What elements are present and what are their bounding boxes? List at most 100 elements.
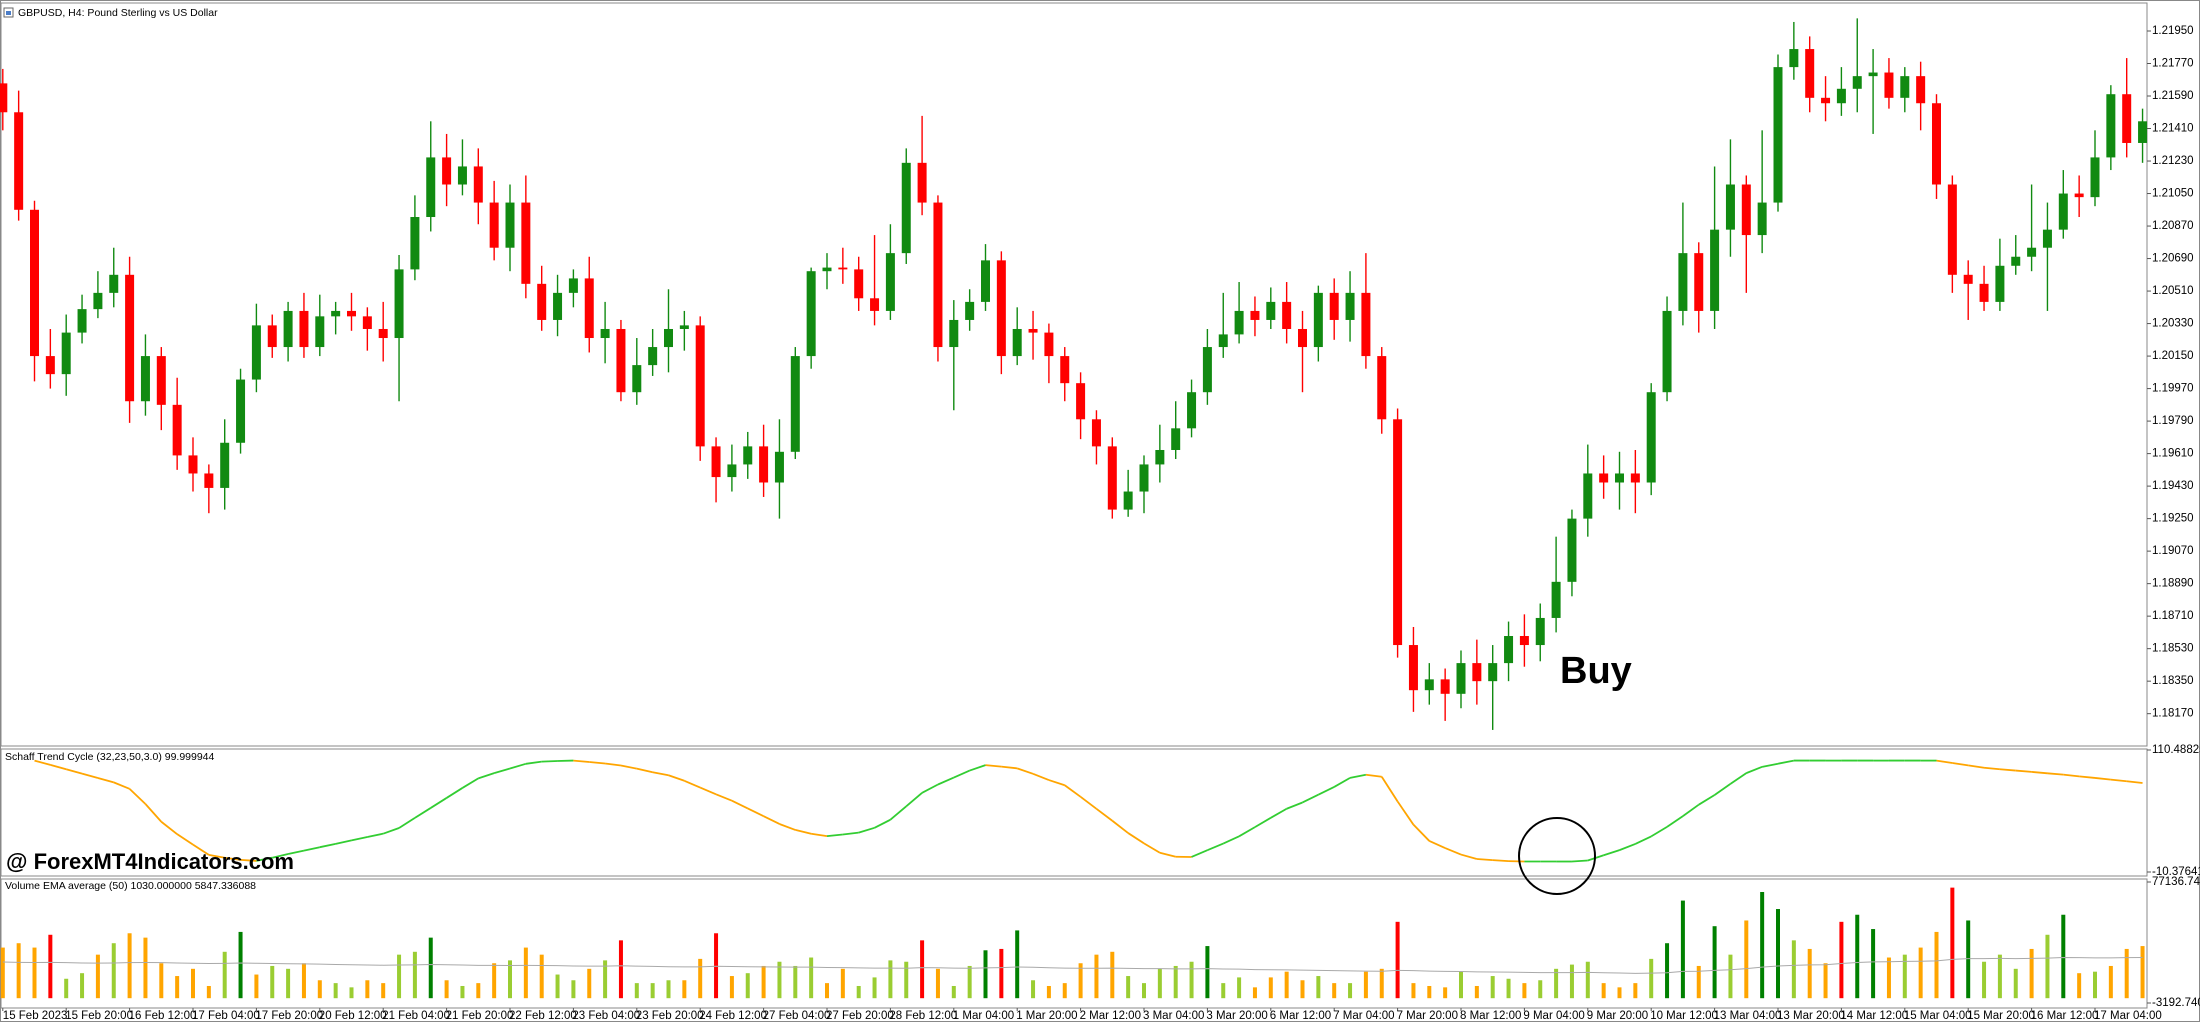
candle-body <box>505 202 515 248</box>
volume-bar <box>238 931 243 999</box>
volume-bar <box>1696 965 1701 999</box>
x-tick-label: 15 Feb 2023 <box>3 1010 68 1022</box>
stc-segment <box>1603 849 1620 857</box>
candle-body <box>1916 76 1926 104</box>
candle-body <box>1519 636 1529 646</box>
volume-bar <box>1189 961 1194 999</box>
stc-segment <box>430 797 448 809</box>
stc-segment <box>858 826 875 834</box>
volume-bar <box>904 961 909 999</box>
volume-bar <box>48 934 53 999</box>
stc-segment <box>1095 808 1113 822</box>
x-tick-label: 21 Feb 04:00 <box>382 1010 450 1022</box>
candle-body <box>584 278 594 339</box>
stc-segment <box>525 760 542 765</box>
stc-segment <box>1302 793 1319 804</box>
stc-segment <box>2063 773 2080 778</box>
stc-segment <box>589 761 606 765</box>
candle-body <box>1773 67 1783 203</box>
candle-body <box>299 310 309 348</box>
volume-bar <box>1601 983 1606 999</box>
volume-bar <box>793 965 798 999</box>
candle-body <box>2074 193 2084 198</box>
volume-bar <box>206 985 211 999</box>
volume-bar <box>1459 971 1463 999</box>
stc-segment <box>1492 859 1509 863</box>
watermark: @ ForexMT4Indicators.com <box>6 849 294 874</box>
stc-segment <box>65 768 83 775</box>
stc-segment <box>1365 773 1382 778</box>
stc-segment <box>969 764 986 772</box>
stc-segment <box>1444 847 1462 856</box>
candle-body <box>2011 256 2021 266</box>
candle-body <box>632 365 642 393</box>
volume-bar <box>523 947 528 999</box>
volume-bar <box>2013 968 2018 999</box>
main-title: GBPUSD, H4: Pound Sterling vs US Dollar <box>18 7 218 19</box>
volume-bar <box>1934 931 1939 999</box>
stc-segment <box>652 771 669 777</box>
candle-body <box>2058 193 2068 230</box>
candle-body <box>315 316 325 348</box>
candle-body <box>917 162 927 203</box>
volume-bar <box>1363 971 1368 999</box>
candle-body <box>1076 383 1086 420</box>
y-tick-label: 1.19250 <box>2152 513 2194 525</box>
volume-bar <box>270 965 275 999</box>
stc-segment <box>795 829 812 835</box>
stc-segment <box>160 821 178 835</box>
stc-segment <box>2110 778 2127 783</box>
volume-bar <box>412 951 417 999</box>
candle-body <box>1884 72 1894 98</box>
candle-body <box>2027 247 2037 257</box>
y-tick-label: 1.18890 <box>2152 578 2194 590</box>
stc-segment <box>636 767 653 774</box>
candle-body <box>1107 446 1117 510</box>
stc-segment <box>826 833 843 837</box>
x-tick-label: 1 Mar 20:00 <box>1016 1010 1077 1022</box>
stc-segment <box>1777 759 1795 765</box>
candle-body <box>521 202 531 284</box>
volume-bar <box>80 973 85 999</box>
volume-bar <box>1538 980 1543 999</box>
y-tick-label: 1.20870 <box>2152 220 2194 232</box>
volume-bar <box>2077 973 2082 999</box>
volume-bar <box>1316 976 1321 999</box>
candle-body <box>1139 464 1149 492</box>
stc-segment <box>208 853 225 859</box>
stc-segment <box>1745 766 1763 774</box>
volume-bar <box>809 957 814 999</box>
x-tick-label: 9 Mar 20:00 <box>1587 1010 1648 1022</box>
volume-bar <box>745 973 750 999</box>
volume-bar <box>32 947 37 999</box>
y-tick-label: 1.18170 <box>2152 708 2194 720</box>
y-tick-label: 1.19610 <box>2152 448 2194 460</box>
stc-segment <box>1127 832 1145 845</box>
volume-bar <box>872 977 877 999</box>
volume-bar <box>1886 957 1891 999</box>
candle-body <box>2138 121 2148 143</box>
candle-body <box>933 202 943 348</box>
volume-bar <box>1966 920 1971 999</box>
candle-body <box>537 283 547 320</box>
x-tick-label: 3 Mar 20:00 <box>1206 1010 1267 1022</box>
volume-bar <box>1474 985 1479 999</box>
stc-segment <box>779 823 796 831</box>
stc-segment <box>144 803 162 823</box>
volume-bar <box>1807 948 1812 999</box>
candle-body <box>1599 473 1609 483</box>
candle-body <box>14 112 24 210</box>
volume-bar <box>1744 920 1749 999</box>
candle-body <box>394 269 404 339</box>
volume-bar <box>571 980 576 999</box>
stc-segment <box>461 777 479 789</box>
candle-body <box>981 260 990 302</box>
volume-bar <box>2108 965 2113 999</box>
candle-body <box>1377 356 1387 420</box>
volume-bar <box>1062 983 1067 999</box>
y-tick-label: -3192.7400 <box>2152 997 2200 1009</box>
stc-segment <box>2015 769 2032 773</box>
volume-bar <box>634 983 639 999</box>
stc-segment <box>985 764 1002 768</box>
